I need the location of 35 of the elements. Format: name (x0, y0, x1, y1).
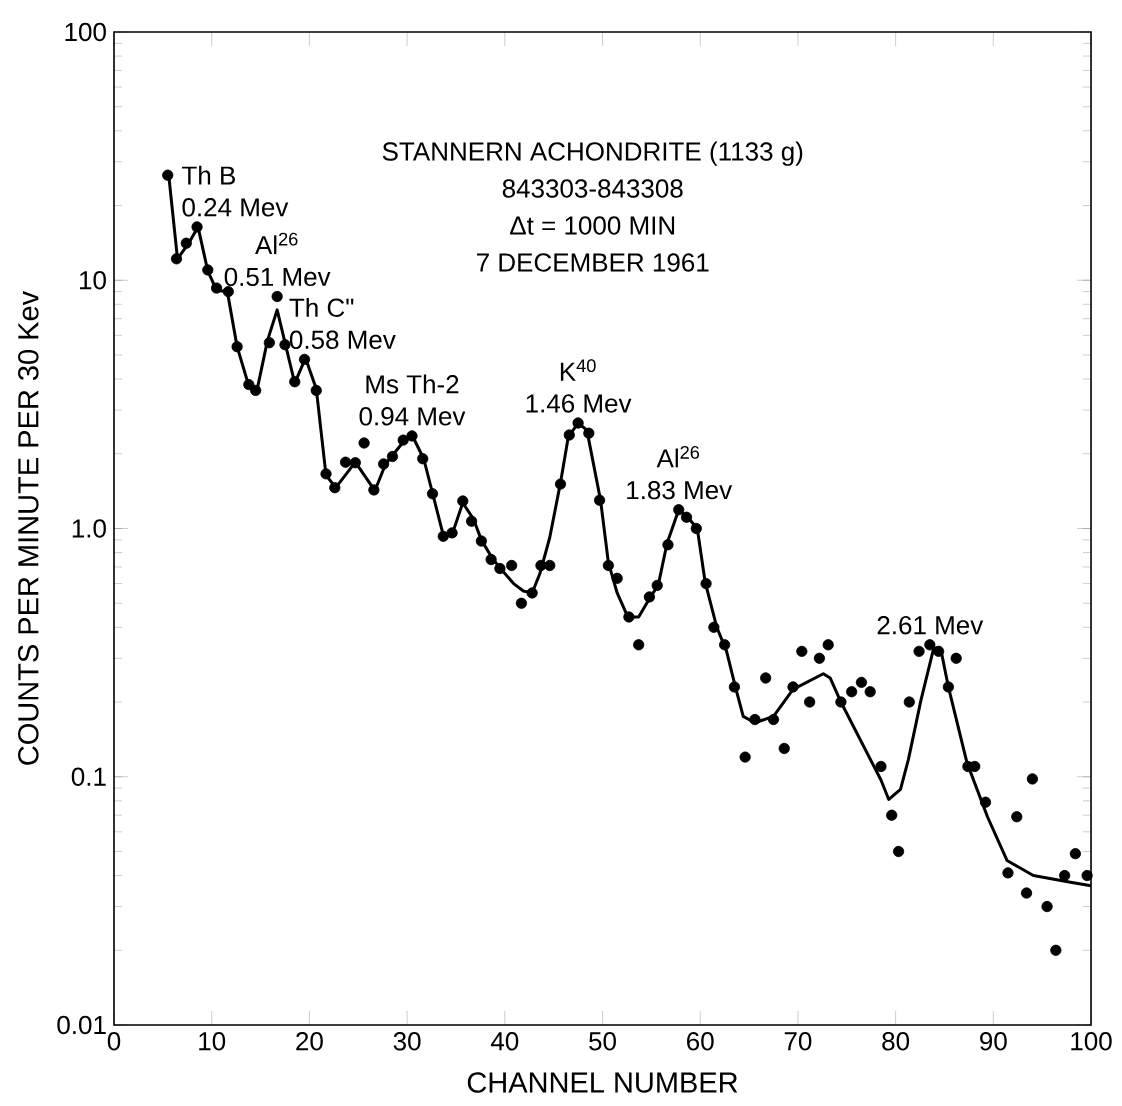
x-tick-label: 80 (882, 1032, 910, 1051)
text: 843303-843308 (502, 179, 683, 198)
annotation: Th B (182, 165, 235, 185)
y-tick-label: 0.1 (71, 767, 106, 786)
x-axis-title: CHANNEL NUMBER (467, 1072, 738, 1093)
annotation: K$^{40}$ (560, 359, 596, 381)
x-tick-label: 50 (589, 1032, 616, 1051)
annotation: Al$^{26}$ (255, 232, 298, 255)
x-tick-label: 10 (199, 1032, 226, 1051)
x-tick-label: 20 (296, 1032, 323, 1051)
text: STANNERN ACHONDRITE (1133 g) (382, 141, 803, 166)
annotation: 0.94 Mev (359, 407, 466, 426)
annotation: 1.83 Mev (627, 480, 733, 500)
annotation: Th C" (289, 297, 354, 317)
x-tick-label: 40 (490, 1032, 519, 1051)
y-tick-label: 1.0 (72, 519, 106, 538)
annotation: 1.46 Mev (526, 394, 632, 413)
x-tick-label: 30 (393, 1032, 421, 1051)
annotation: Δt = 1000 MIN (510, 216, 675, 235)
annotation: Al$^{26}$ (656, 445, 700, 468)
annotation: 0.58 Mev (289, 330, 396, 349)
x-tick-label: 60 (687, 1032, 714, 1051)
annotation: 7 DECEMBER 1961 (477, 253, 709, 272)
y-tick-label: 100 (65, 22, 106, 42)
annotation: 2.61 Mev (877, 616, 984, 635)
annotation: 0.51 Mev (224, 267, 331, 287)
x-tick-label: 70 (784, 1032, 812, 1051)
y-axis-title: COUNTS PER MINUTE PER 30 Kev (18, 290, 39, 765)
x-tick-label: 0 (107, 1032, 121, 1051)
y-tick-label: 0.01 (57, 1015, 106, 1035)
x-tick-label: 100 (1071, 1032, 1112, 1051)
x-tick-label: 90 (980, 1032, 1007, 1051)
annotation: 0.24 Mev (182, 198, 289, 217)
y-tick-label: 10 (79, 271, 106, 290)
annotation: Ms Th-2 (366, 374, 459, 394)
